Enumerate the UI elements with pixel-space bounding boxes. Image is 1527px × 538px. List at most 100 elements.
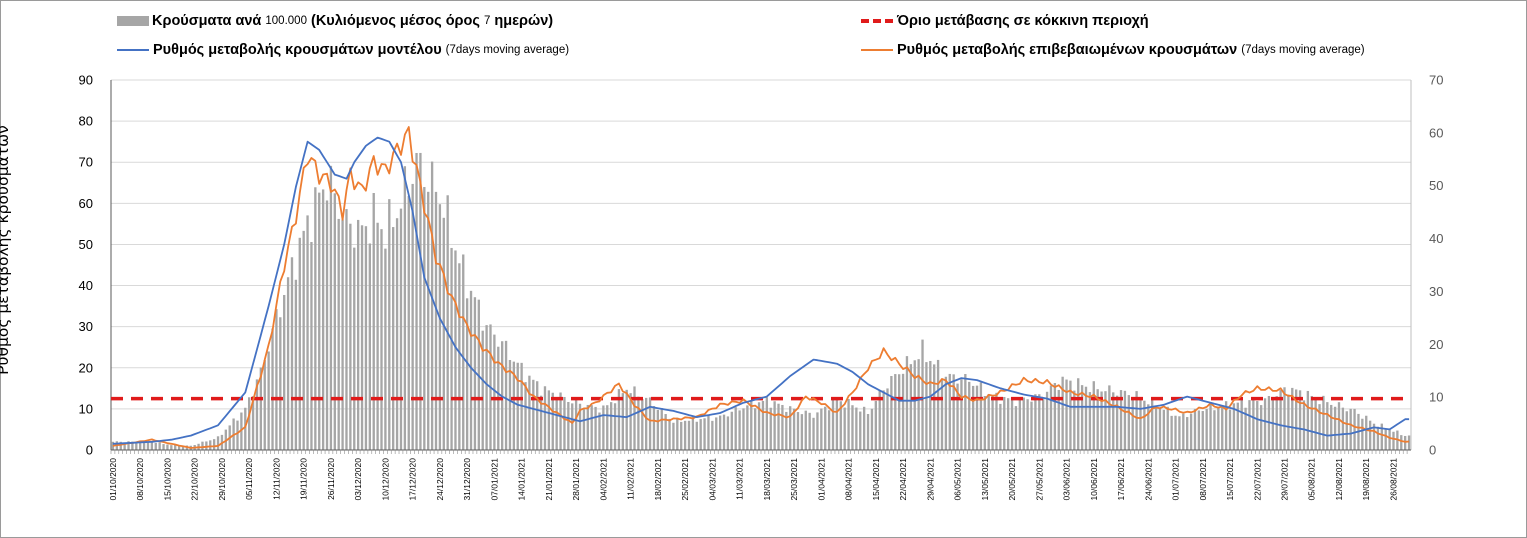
case-bar [1151,397,1154,450]
case-bar [1209,403,1212,450]
x-tick-label: 04/03/2021 [707,458,717,501]
case-bar [1256,401,1259,450]
case-bar [571,403,574,450]
case-bar [609,402,613,450]
case-bar [633,386,636,450]
case-bar [1057,389,1060,450]
case-bar [933,364,936,450]
case-bar [1291,387,1294,450]
case-bar [1283,387,1286,450]
case-bar [1154,407,1158,450]
case-bar [388,199,391,450]
case-bar [695,421,698,450]
left-tick-label: 50 [79,237,93,252]
case-bar [1384,428,1387,450]
case-bar [306,215,309,450]
legend-threshold: Όριο μετάβασης σε κόκκινη περιοχή [861,13,1149,29]
case-bar [699,419,702,450]
legend-cases-num: 100.000 [265,15,307,27]
case-bar [940,378,944,450]
case-bar [341,219,344,450]
case-bar [244,407,247,450]
case-bar [1228,409,1232,450]
case-bar [925,362,928,450]
case-bar [594,406,597,450]
case-bar [1038,394,1041,450]
case-bar [730,411,733,450]
legend-cases-end: ημερών) [494,13,554,29]
x-tick-label: 13/05/2021 [980,458,990,501]
case-bar [1084,386,1088,450]
case-bar [302,230,305,450]
case-bar [1314,397,1317,450]
case-bar [1030,401,1033,450]
case-bar [1224,401,1228,450]
grid-lines [111,79,1411,410]
case-bar [150,441,154,450]
case-bar [407,195,410,450]
case-bar [127,441,130,450]
case-bar [995,392,998,450]
case-bar [201,441,204,450]
case-bar [1221,406,1224,450]
case-bar [1147,404,1150,450]
case-bar [1341,407,1345,450]
case-bar [1213,410,1216,450]
case-bar [1139,398,1142,450]
case-bar [680,421,683,450]
case-bar [598,412,601,450]
case-bars [111,152,1411,451]
case-bar [216,436,220,450]
case-bar [1006,398,1010,450]
case-bar [325,200,329,450]
left-tick-label: 10 [79,401,93,416]
case-bar [886,388,889,450]
case-bar [555,400,558,450]
case-bar [248,397,251,450]
case-bar [384,248,387,450]
case-bar [718,415,722,450]
x-tick-label: 24/06/2021 [1143,458,1153,501]
legend-confirmed-small: (7days moving average) [1241,44,1365,56]
case-bar [606,405,609,450]
case-bar [1162,409,1166,450]
case-bar [668,418,671,450]
case-bar [582,409,586,450]
x-tick-label: 19/11/2020 [299,458,309,500]
case-bar [154,442,157,450]
x-tick-label: 15/04/2021 [871,458,881,501]
case-bar [824,406,827,450]
case-bar [1361,418,1364,450]
case-bar [1244,407,1247,450]
case-bar [283,294,286,450]
case-bar [294,279,298,450]
left-tick-label: 20 [79,360,93,375]
case-bar [524,382,527,450]
case-bar [259,367,263,450]
case-bar [971,385,975,450]
x-tick-label: 22/04/2021 [898,458,908,501]
case-bar [251,396,255,450]
case-bar [773,401,776,450]
case-bar [469,290,473,450]
case-bar [290,257,294,450]
case-bar [1318,404,1321,450]
case-bar [1158,407,1162,450]
x-tick-label: 29/10/2020 [217,458,227,501]
case-bar [473,297,477,450]
case-bar [656,409,660,450]
case-bar [816,412,819,450]
case-bar [1143,400,1146,450]
case-bar [750,400,753,450]
case-bar [310,242,313,450]
case-bar [174,444,177,450]
x-tick-label: 01/10/2020 [108,458,118,501]
case-bar [625,389,628,450]
case-bar [286,277,290,450]
case-bar [874,400,877,450]
case-bar [878,390,881,450]
case-bar [835,399,839,450]
legend-confirmed-swatch [861,49,893,51]
case-bar [434,191,438,450]
